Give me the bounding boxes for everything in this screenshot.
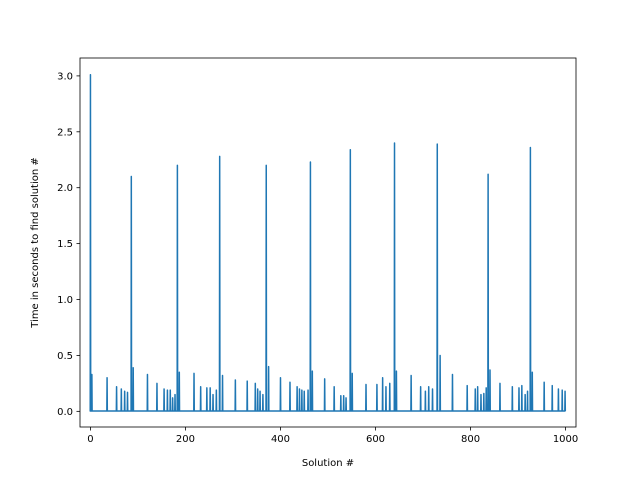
y-tick-label: 0.0 (57, 407, 73, 418)
axes-frame (79, 57, 577, 428)
x-tick-label: 0 (87, 434, 93, 445)
x-tick-label: 800 (461, 434, 480, 445)
y-tick-label: 3.0 (57, 71, 73, 82)
x-tick-label: 200 (176, 434, 195, 445)
y-tick-label: 1.0 (57, 295, 73, 306)
x-axis-label: Solution # (302, 458, 354, 469)
y-tick-label: 0.5 (57, 351, 73, 362)
x-tick-label: 1000 (553, 434, 578, 445)
y-tick-label: 2.5 (57, 127, 73, 138)
y-axis-ticks: 0.0 0.5 1.0 1.5 2.0 2.5 3.0 (57, 71, 80, 418)
series-line-0 (89, 74, 567, 412)
y-axis-label: Time in seconds to find solution # (30, 157, 41, 329)
y-tick-label: 2.0 (57, 183, 73, 194)
y-tick-label: 1.5 (57, 239, 73, 250)
x-tick-label: 400 (271, 434, 290, 445)
x-axis-ticks: 0 200 400 600 800 1000 (87, 427, 578, 445)
x-tick-label: 600 (366, 434, 385, 445)
plot-area (89, 74, 567, 412)
